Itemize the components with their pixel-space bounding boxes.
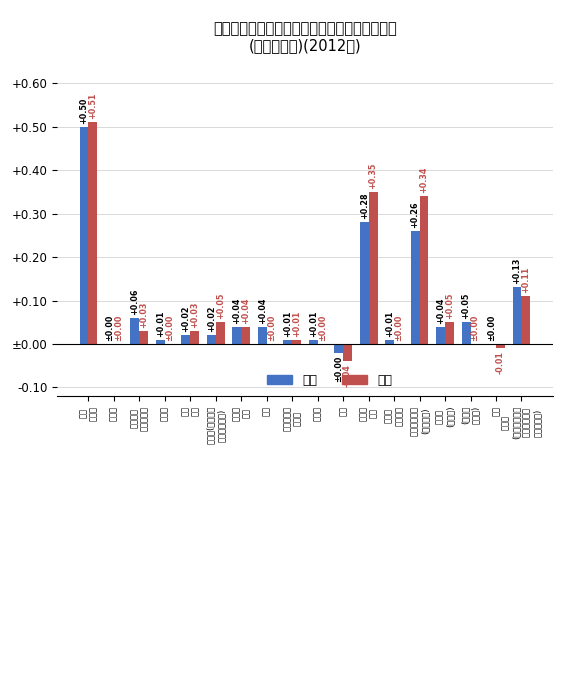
Text: +0.03: +0.03 xyxy=(190,301,200,328)
Text: -0.04: -0.04 xyxy=(343,365,352,387)
Text: +0.05: +0.05 xyxy=(462,293,471,319)
Text: -0.01: -0.01 xyxy=(496,351,505,374)
Text: +0.34: +0.34 xyxy=(420,167,429,193)
Bar xyxy=(496,344,505,348)
Text: +0.01: +0.01 xyxy=(385,310,394,337)
Bar xyxy=(436,326,445,344)
Text: +0.05: +0.05 xyxy=(445,293,454,319)
Text: +0.01: +0.01 xyxy=(156,310,165,337)
Text: +0.01: +0.01 xyxy=(292,310,301,337)
Text: ±0.00: ±0.00 xyxy=(394,315,403,341)
Bar xyxy=(462,322,470,344)
Bar xyxy=(258,326,267,344)
Bar xyxy=(369,192,377,344)
Text: +0.50: +0.50 xyxy=(79,97,88,124)
Text: +0.51: +0.51 xyxy=(88,93,97,120)
Text: +0.04: +0.04 xyxy=(233,297,241,324)
Text: +0.02: +0.02 xyxy=(181,306,190,332)
Bar xyxy=(512,288,522,344)
Text: +0.26: +0.26 xyxy=(410,201,420,228)
Bar xyxy=(216,322,225,344)
Bar xyxy=(88,122,97,344)
Bar xyxy=(343,344,352,361)
Text: ±0.00: ±0.00 xyxy=(317,315,327,341)
Bar xyxy=(181,335,190,344)
Bar xyxy=(420,196,429,344)
Bar xyxy=(241,326,250,344)
Text: +0.04: +0.04 xyxy=(241,297,250,324)
Text: ±0.00: ±0.00 xyxy=(470,315,479,341)
Legend: 男性, 女性: 男性, 女性 xyxy=(262,369,397,391)
Title: 平均寸命の前年との差に対する死因別寄与年数
(男女別、年)(2012年): 平均寸命の前年との差に対する死因別寄与年数 (男女別、年)(2012年) xyxy=(213,21,397,53)
Bar xyxy=(445,322,454,344)
Text: +0.13: +0.13 xyxy=(512,258,522,284)
Text: +0.35: +0.35 xyxy=(369,163,377,189)
Bar xyxy=(309,339,317,344)
Bar xyxy=(190,331,200,344)
Text: ±0.00: ±0.00 xyxy=(105,315,114,341)
Bar xyxy=(80,126,88,344)
Bar xyxy=(140,331,148,344)
Bar xyxy=(385,339,394,344)
Bar xyxy=(283,339,292,344)
Bar xyxy=(360,222,369,344)
Bar xyxy=(156,339,165,344)
Text: ±0.00: ±0.00 xyxy=(487,315,496,341)
Bar xyxy=(207,335,216,344)
Bar xyxy=(334,344,343,352)
Text: +0.03: +0.03 xyxy=(139,301,148,328)
Text: +0.04: +0.04 xyxy=(258,297,267,324)
Bar xyxy=(410,231,420,344)
Text: +0.02: +0.02 xyxy=(207,306,216,332)
Text: +0.04: +0.04 xyxy=(436,297,445,324)
Bar xyxy=(233,326,241,344)
Text: +0.28: +0.28 xyxy=(360,193,369,219)
Bar xyxy=(522,296,530,344)
Text: +0.06: +0.06 xyxy=(131,288,140,315)
Text: +0.01: +0.01 xyxy=(309,310,317,337)
Bar xyxy=(131,318,140,344)
Bar xyxy=(292,339,301,344)
Text: ±0.00: ±0.00 xyxy=(114,315,123,341)
Text: ±0.00: ±0.00 xyxy=(334,356,343,382)
Text: +0.05: +0.05 xyxy=(216,293,225,319)
Text: +0.01: +0.01 xyxy=(283,310,292,337)
Text: ±0.00: ±0.00 xyxy=(267,315,276,341)
Text: ±0.00: ±0.00 xyxy=(165,315,174,341)
Text: +0.11: +0.11 xyxy=(522,267,531,293)
